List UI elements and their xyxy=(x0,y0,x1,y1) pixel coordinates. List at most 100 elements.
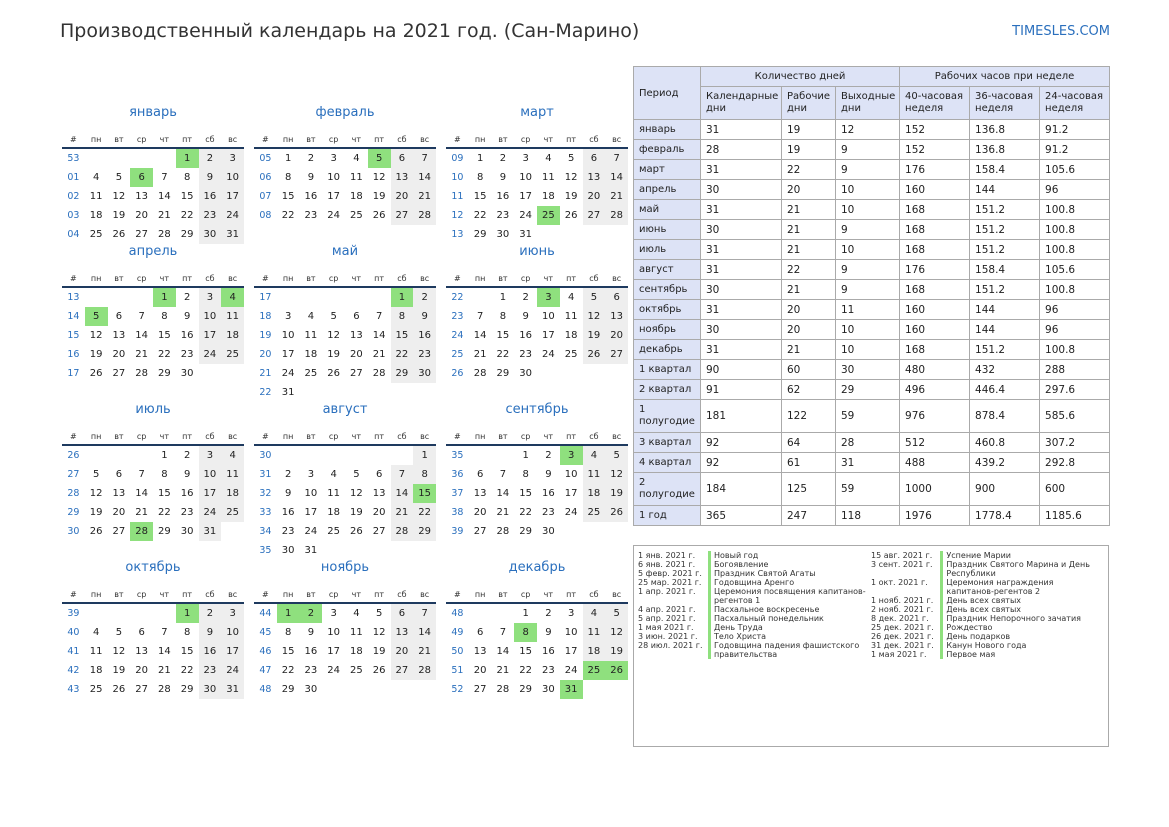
holiday-name: Годовщина падения фашистского правительс… xyxy=(708,641,868,659)
day-cell: 30 xyxy=(542,526,555,537)
week-number: 20 xyxy=(259,349,272,360)
day-cell xyxy=(391,445,414,465)
period-cell: апрель xyxy=(633,179,701,200)
value-cell: 31 xyxy=(700,259,782,280)
period-cell: 1 год xyxy=(633,505,701,526)
holiday-date: 31 дек. 2021 г. xyxy=(871,641,934,650)
day-cell: 6 xyxy=(390,603,414,623)
day-cell: 6 xyxy=(582,148,606,168)
month-calendar: январь # пн вт ср чт пт сб вс 53 1 2 3 01 4 5 6 7 8 9 10 02 11… xyxy=(62,103,244,244)
day-cell: 10 xyxy=(281,330,295,341)
week-row: 26 1 2 3 4 xyxy=(62,445,244,465)
day-cell: 12 xyxy=(605,623,628,642)
day-cell: 29 xyxy=(158,526,171,537)
day-cell: 25 xyxy=(350,210,363,221)
day-cell: 1 xyxy=(476,153,484,164)
day-cell: 8 xyxy=(499,311,507,322)
value-cell: 60 xyxy=(781,359,836,380)
holiday-entry: 5 апр. 2021 г. Пасхальный понедельник xyxy=(638,614,870,623)
day-cell: 12 xyxy=(112,191,126,202)
weekday-header: вс xyxy=(413,428,436,446)
day-cell xyxy=(469,287,492,307)
value-cell: 460.8 xyxy=(969,432,1041,453)
value-cell: 292.8 xyxy=(1039,452,1111,473)
page-title: Производственный календарь на 2021 год. … xyxy=(60,20,640,42)
weekday-header: сб xyxy=(582,586,606,604)
month-calendar: ноябрь # пн вт ср чт пт сб вс 44 1 2 3 4 5 6 7 45 8 9 10 11 12… xyxy=(254,558,436,699)
day-cell xyxy=(300,287,323,307)
summary-row: 2 квартал 91 62 29 496 446.4 297.6 xyxy=(633,379,1111,400)
day-cell: 14 xyxy=(413,623,436,642)
value-cell: 144 xyxy=(969,299,1041,320)
day-cell: 20 xyxy=(390,642,414,661)
value-cell: 439.2 xyxy=(969,452,1041,473)
holiday-date: 1 мая 2021 г. xyxy=(871,650,927,659)
weekday-header: пн xyxy=(468,428,492,446)
day-cell: 20 xyxy=(112,507,126,518)
week-row: 25 21 22 23 24 25 26 27 xyxy=(446,345,628,364)
day-cell: 20 xyxy=(473,665,487,676)
day-cell: 28 xyxy=(130,522,153,541)
day-cell: 11 xyxy=(304,330,318,341)
day-cell: 10 xyxy=(564,469,578,480)
day-cell: 14 xyxy=(390,484,414,503)
day-cell: 10 xyxy=(304,488,318,499)
month-grid: # пн вт ср чт пт сб вс 39 1 2 3 40 4 5 6 7 8 9 10 41 11 12 13 14… xyxy=(62,586,244,699)
value-cell: 22 xyxy=(781,159,836,180)
weekday-header: пт xyxy=(367,428,391,446)
value-cell: 31 xyxy=(700,119,782,140)
day-cell: 22 xyxy=(413,503,436,522)
day-cell: 11 xyxy=(89,191,103,202)
day-cell: 1 xyxy=(522,608,529,619)
day-cell: 15 xyxy=(496,330,510,341)
day-cell: 27 xyxy=(582,206,606,225)
period-header: Период xyxy=(633,66,701,120)
weekday-header: чт xyxy=(345,428,368,446)
week-number: 26 xyxy=(451,368,464,379)
week-number: 15 xyxy=(67,330,80,341)
holiday-date: 1 окт. 2021 г. xyxy=(871,578,928,587)
day-cell: 10 xyxy=(564,627,578,638)
day-cell: 24 xyxy=(542,349,555,360)
day-cell: 3 xyxy=(307,469,315,480)
day-cell: 30 xyxy=(198,225,222,244)
day-cell: 16 xyxy=(519,330,532,341)
day-cell: 19 xyxy=(605,484,628,503)
day-cell: 9 xyxy=(284,488,292,499)
weekday-header: чт xyxy=(153,586,176,604)
period-cell: март xyxy=(633,159,701,180)
weekday-header: ср xyxy=(130,270,153,288)
day-cell: 22 xyxy=(158,349,171,360)
day-cell: 1 xyxy=(276,603,300,623)
day-cell: 8 xyxy=(183,627,191,638)
day-cell: 8 xyxy=(183,172,191,183)
value-cell: 9 xyxy=(834,159,901,180)
holidays-column-2: 15 авг. 2021 г. Успение Марии 3 сент. 2021… xyxy=(871,551,1103,659)
day-cell: 26 xyxy=(564,210,578,221)
weekday-header: вс xyxy=(413,586,436,604)
weekday-header: сб xyxy=(198,131,222,149)
day-cell: 12 xyxy=(605,465,628,484)
day-cell xyxy=(153,148,176,168)
day-cell: 9 xyxy=(198,623,222,642)
weekday-header: вс xyxy=(221,586,244,604)
weekday-header: ср xyxy=(514,131,537,149)
day-cell xyxy=(391,680,414,699)
calendar-grid: январь # пн вт ср чт пт сб вс 53 1 2 3 01 4 5 6 7 8 9 10 02 11… xyxy=(62,103,630,703)
day-cell: 18 xyxy=(582,484,606,503)
site-brand-link[interactable]: TIMESLES.COM xyxy=(1012,24,1110,39)
week-row: 13 29 30 31 xyxy=(446,225,628,244)
day-cell: 13 xyxy=(473,488,487,499)
day-cell: 14 xyxy=(158,646,171,657)
day-cell: 29 xyxy=(281,684,295,695)
month-grid: # пн вт ср чт пт сб вс 09 1 2 3 4 5 6 7 10 8 9 10 11 12 13 14 11… xyxy=(446,131,628,244)
day-cell: 6 xyxy=(605,287,628,307)
week-row: 38 20 21 22 23 24 25 26 xyxy=(446,503,628,522)
day-cell: 21 xyxy=(372,349,386,360)
value-cell: 61 xyxy=(781,452,836,473)
day-cell: 29 xyxy=(519,684,532,695)
week-number: 25 xyxy=(451,349,464,360)
weekday-header: вт xyxy=(107,131,131,149)
day-cell: 19 xyxy=(112,210,126,221)
weekday-header: сб xyxy=(198,428,222,446)
